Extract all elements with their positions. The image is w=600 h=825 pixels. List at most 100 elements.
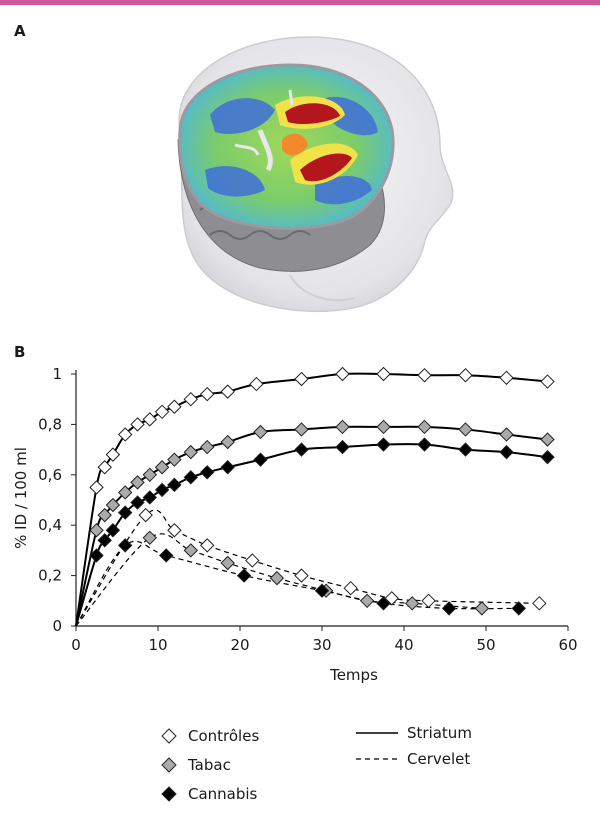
- point-tabac-striatum: [117, 485, 133, 500]
- point-controles-striatum: [199, 386, 215, 402]
- point-tabac-striatum: [89, 523, 104, 538]
- point-controles-striatum: [335, 366, 350, 382]
- legend-label: Striatum: [407, 724, 472, 742]
- x-tick-label: 60: [558, 636, 577, 654]
- point-controles-cervelet: [167, 523, 182, 538]
- legend-label: Cervelet: [407, 750, 470, 768]
- point-tabac-cervelet: [142, 530, 158, 546]
- point-controles-striatum: [540, 374, 555, 389]
- point-cannabis-striatum: [130, 495, 145, 510]
- point-controles-striatum: [249, 376, 264, 392]
- legend-marker-0: [161, 728, 177, 744]
- legend-label: Cannabis: [188, 785, 258, 803]
- point-tabac-striatum: [154, 460, 170, 475]
- point-controles-striatum: [97, 460, 112, 475]
- y-tick-label: 0: [52, 617, 62, 635]
- point-cannabis-striatum: [294, 442, 309, 457]
- point-tabac-cervelet: [269, 570, 285, 586]
- point-cannabis-striatum: [417, 437, 432, 452]
- panel-label-b: B: [14, 343, 26, 361]
- point-controles-cervelet: [245, 553, 260, 568]
- point-cannabis-striatum: [199, 465, 215, 480]
- point-cannabis-striatum: [183, 470, 199, 485]
- point-cannabis-striatum: [376, 437, 391, 452]
- point-controles-striatum: [458, 368, 473, 383]
- point-controles-cervelet: [532, 596, 547, 611]
- point-cannabis-striatum: [335, 439, 350, 455]
- curve-controles-cervelet: [75, 509, 540, 627]
- x-tick-label: 40: [394, 636, 413, 654]
- point-cannabis-cervelet: [117, 538, 133, 553]
- point-tabac-cervelet: [404, 596, 420, 611]
- point-cannabis-striatum: [105, 523, 121, 538]
- point-cannabis-cervelet: [236, 568, 252, 583]
- point-controles-cervelet: [343, 580, 358, 596]
- point-tabac-striatum: [183, 444, 199, 460]
- point-cannabis-cervelet: [511, 601, 527, 616]
- x-tick-label: 0: [71, 636, 81, 654]
- legend: Contrôles Tabac Cannabis Striatum Cervelet: [161, 724, 472, 803]
- point-cannabis-striatum: [253, 452, 268, 467]
- x-axis-label: Temps: [329, 666, 378, 684]
- point-controles-striatum: [294, 371, 309, 387]
- y-tick-label: 0,2: [38, 567, 62, 585]
- chart-ticks: 0 10 20 30 40 50 60 0 0,2 0,4 0,6 0,8 1: [38, 365, 577, 654]
- point-tabac-striatum: [199, 439, 215, 455]
- point-tabac-striatum: [105, 497, 121, 513]
- point-controles-striatum: [417, 368, 432, 383]
- point-controles-striatum: [117, 427, 133, 442]
- point-tabac-striatum: [294, 422, 309, 437]
- point-cannabis-striatum: [154, 482, 170, 498]
- point-tabac-striatum: [540, 432, 555, 447]
- point-tabac-striatum: [499, 427, 514, 442]
- point-tabac-striatum: [376, 419, 391, 435]
- point-controles-striatum: [167, 399, 182, 414]
- y-tick-label: 1: [52, 365, 62, 383]
- y-axis-label: % ID / 100 ml: [12, 447, 30, 549]
- legend-label: Contrôles: [188, 727, 259, 745]
- point-cannabis-cervelet: [376, 596, 391, 611]
- point-controles-striatum: [130, 417, 145, 432]
- point-controles-striatum: [105, 447, 121, 462]
- point-cannabis-striatum: [220, 460, 235, 475]
- point-cannabis-cervelet: [441, 601, 457, 616]
- chart-points: [89, 366, 555, 616]
- point-controles-striatum: [142, 412, 158, 427]
- point-tabac-striatum: [253, 424, 268, 440]
- x-tick-label: 30: [312, 636, 331, 654]
- point-controles-cervelet: [199, 538, 215, 553]
- panel-label-a: A: [14, 22, 26, 40]
- point-tabac-striatum: [97, 507, 112, 523]
- legend-label: Tabac: [187, 756, 231, 774]
- point-cannabis-striatum: [458, 442, 473, 457]
- point-tabac-cervelet: [359, 593, 375, 609]
- point-controles-striatum: [154, 404, 170, 420]
- brain-scan-image: [177, 36, 454, 313]
- y-tick-label: 0,6: [38, 466, 62, 484]
- point-controles-striatum: [89, 480, 104, 495]
- legend-marker-2: [161, 786, 177, 802]
- point-controles-cervelet: [294, 568, 309, 583]
- point-cannabis-striatum: [89, 548, 104, 563]
- point-tabac-striatum: [220, 434, 235, 450]
- point-cannabis-striatum: [167, 477, 182, 493]
- point-tabac-striatum: [142, 467, 158, 483]
- point-tabac-striatum: [130, 475, 145, 490]
- point-controles-striatum: [183, 391, 199, 407]
- point-cannabis-cervelet: [314, 583, 330, 598]
- point-tabac-cervelet: [220, 555, 235, 571]
- uptake-chart: 0 10 20 30 40 50 60 0 0,2 0,4 0,6 0,8 1 Temps % ID /…: [12, 365, 578, 803]
- curve-tabac-striatum: [75, 425, 548, 627]
- point-tabac-striatum: [335, 419, 350, 435]
- point-tabac-striatum: [167, 452, 182, 467]
- point-cannabis-cervelet: [158, 548, 174, 563]
- y-tick-label: 0,4: [38, 516, 62, 534]
- point-tabac-striatum: [458, 422, 473, 437]
- legend-marker-1: [161, 757, 177, 773]
- x-tick-label: 50: [476, 636, 495, 654]
- point-tabac-striatum: [417, 419, 432, 435]
- point-cannabis-striatum: [142, 490, 158, 505]
- y-tick-label: 0,8: [38, 415, 62, 433]
- point-controles-striatum: [376, 366, 391, 382]
- point-cannabis-striatum: [117, 505, 133, 520]
